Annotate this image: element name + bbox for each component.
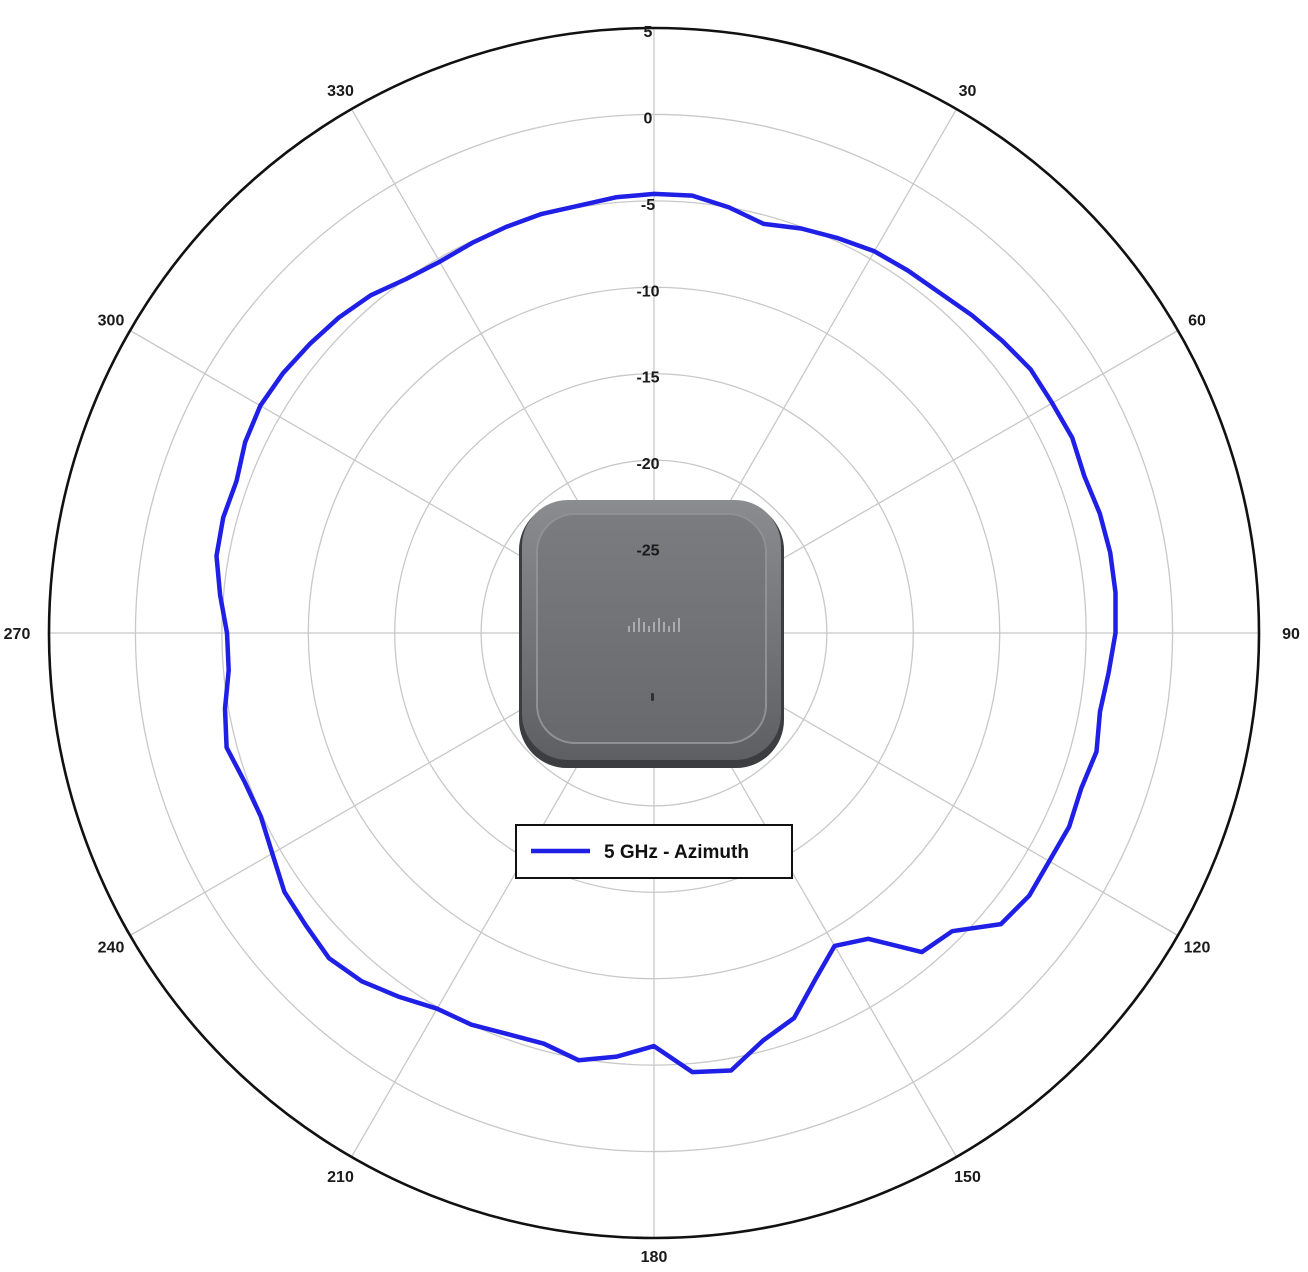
radial-tick-label: -10 bbox=[636, 283, 659, 300]
series-line-5ghz-azimuth bbox=[214, 191, 1118, 1075]
angle-tick-label: 270 bbox=[4, 626, 31, 643]
radial-tick-label: -20 bbox=[636, 456, 659, 473]
status-led-icon bbox=[651, 693, 654, 701]
outer-ring bbox=[47, 26, 1261, 1240]
angle-tick-label: 300 bbox=[98, 313, 125, 330]
angle-tick-label: 180 bbox=[641, 1249, 668, 1266]
angle-tick-label: 30 bbox=[959, 83, 977, 100]
angle-tick-label: 330 bbox=[327, 83, 354, 100]
angle-tick-label: 150 bbox=[954, 1169, 981, 1186]
radial-tick-label: -25 bbox=[636, 543, 659, 560]
angle-tick-label: 60 bbox=[1188, 313, 1206, 330]
radial-tick-label: -5 bbox=[641, 197, 655, 214]
access-point-image bbox=[519, 500, 784, 768]
angle-tick-label: 90 bbox=[1282, 626, 1300, 643]
angle-tick-label: 120 bbox=[1184, 940, 1211, 957]
angle-tick-label: 210 bbox=[327, 1169, 354, 1186]
legend-label: 5 GHz - Azimuth bbox=[604, 842, 749, 863]
radial-tick-label: 0 bbox=[644, 110, 653, 127]
angle-tick-label: 240 bbox=[98, 940, 125, 957]
cisco-logo-icon bbox=[628, 618, 680, 632]
radial-tick-label: 5 bbox=[644, 24, 653, 41]
radial-tick-label: -15 bbox=[636, 370, 659, 387]
axis-labels: 30 60 90 120 150 180 210 240 270 300 330 5 0 -5 -10 -15… bbox=[4, 24, 1300, 1266]
legend: 5 GHz - Azimuth bbox=[515, 824, 793, 879]
